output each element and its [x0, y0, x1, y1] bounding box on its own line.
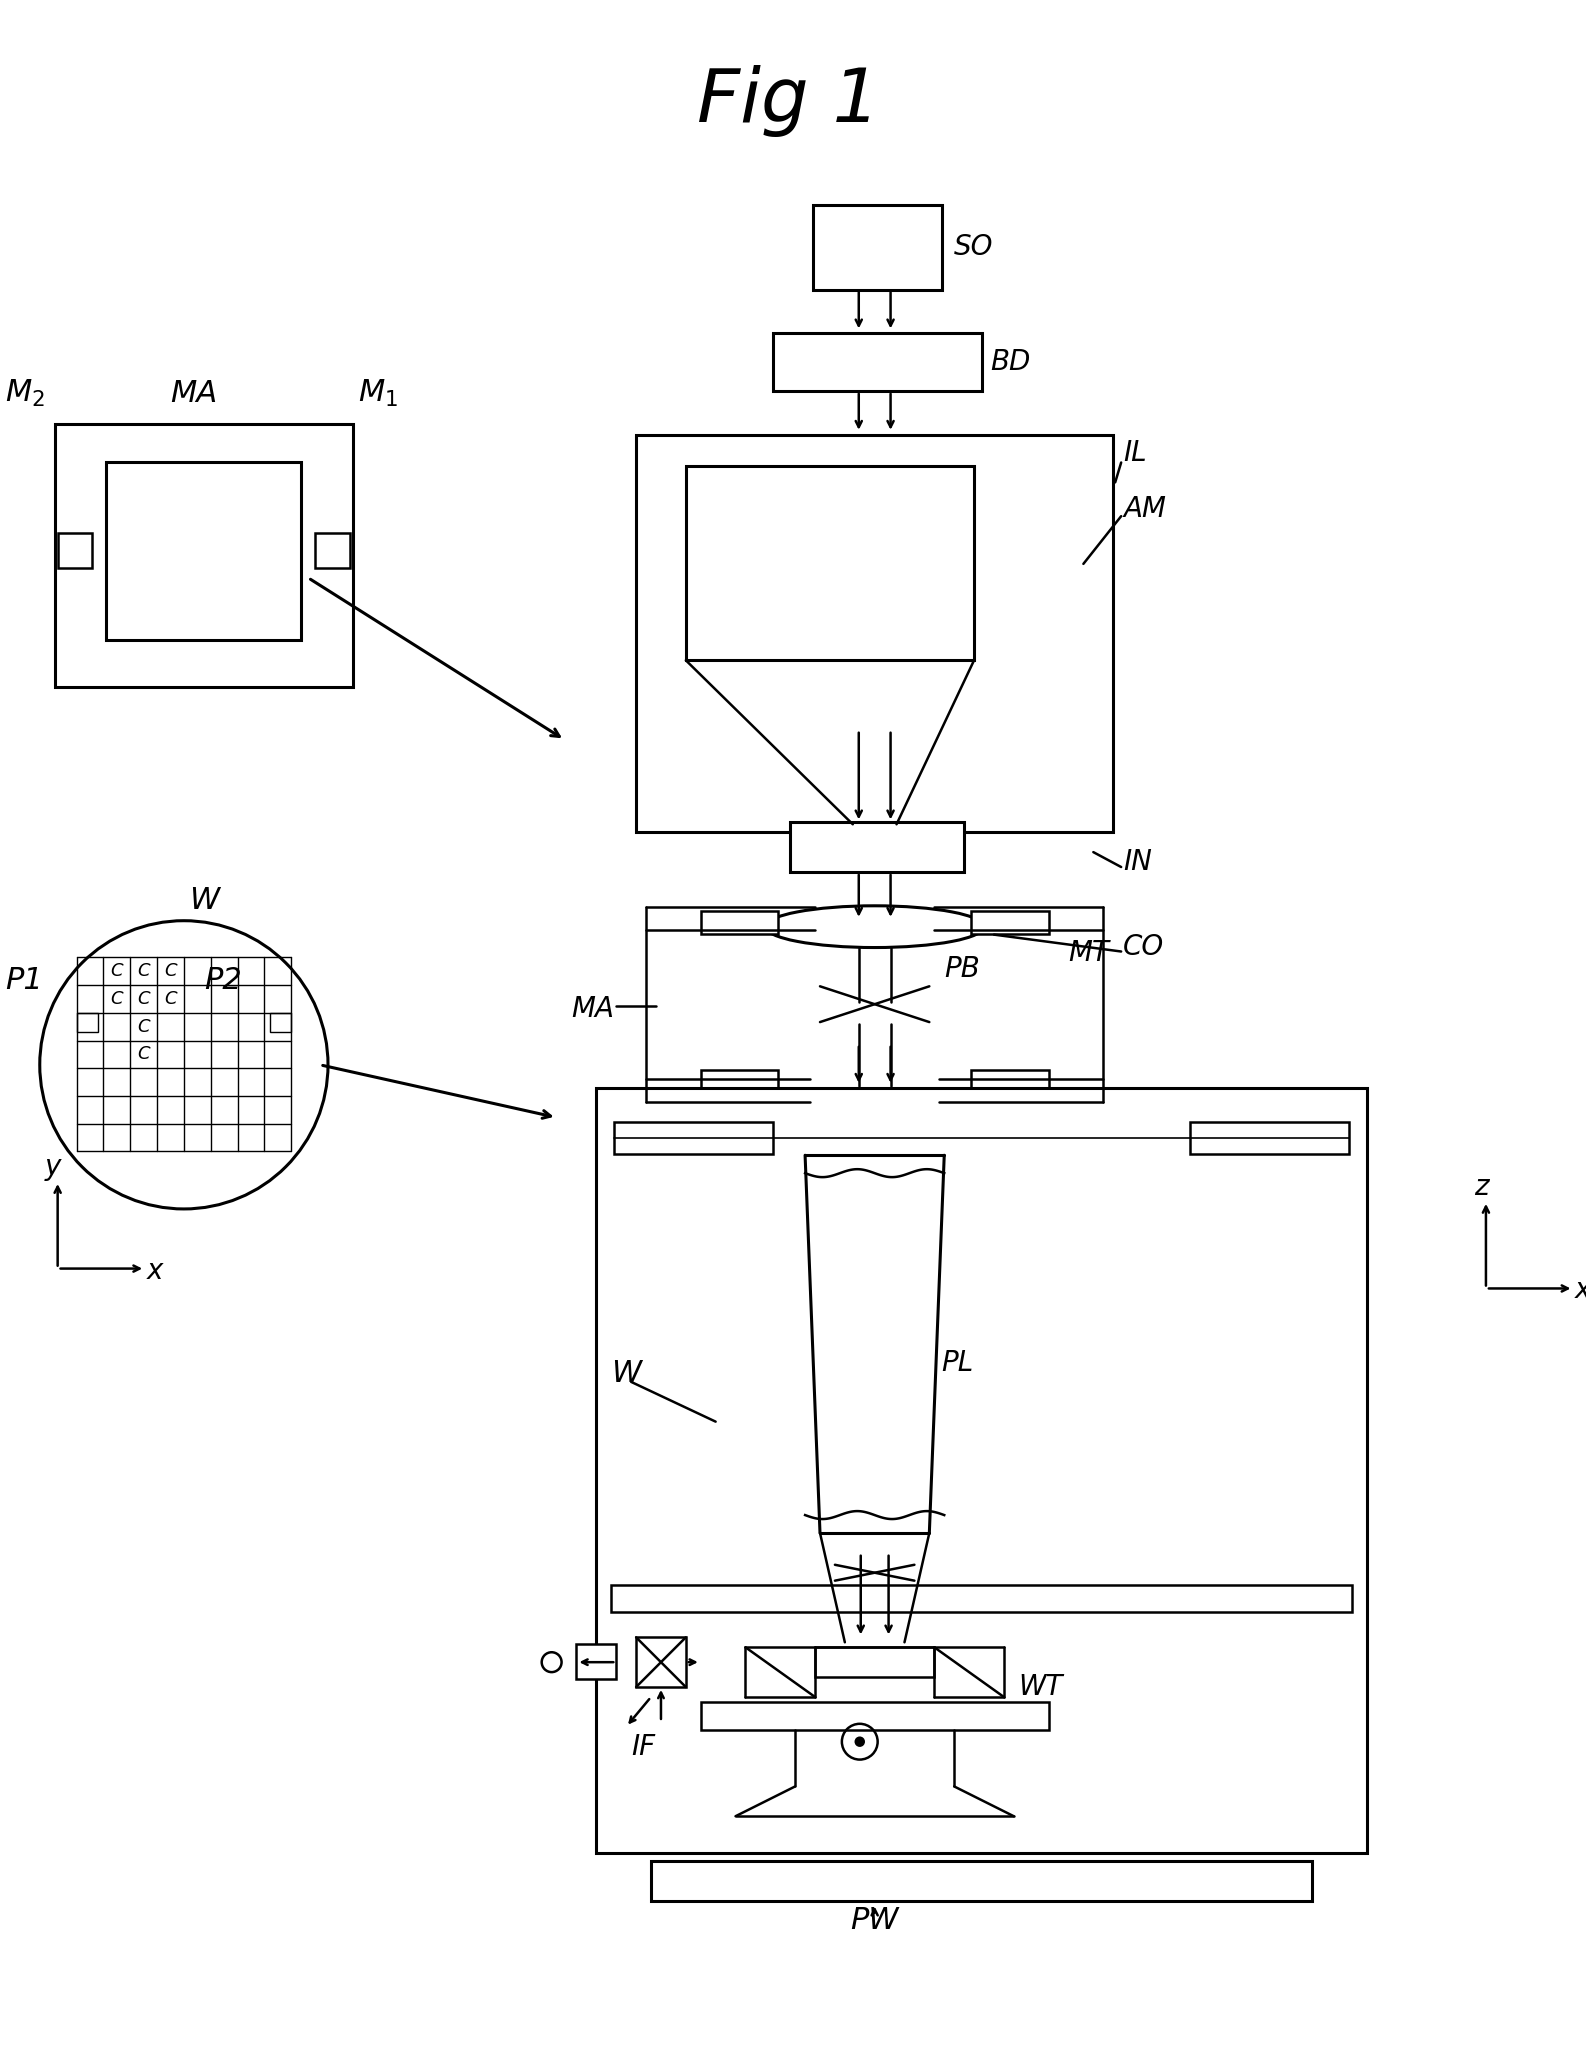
Text: MA: MA [170, 379, 217, 408]
Bar [596, 1087, 1367, 1854]
Text: x: x [1575, 1276, 1586, 1305]
Text: C: C [138, 963, 151, 980]
Text: BD: BD [990, 348, 1031, 377]
Text: C: C [111, 990, 124, 1009]
Text: C: C [138, 990, 151, 1009]
Text: W: W [611, 1359, 641, 1388]
Text: PW: PW [850, 1905, 899, 1934]
Bar [614, 1122, 774, 1154]
Text: P1: P1 [5, 965, 43, 994]
Text: MT: MT [1069, 938, 1110, 967]
Text: IN: IN [1123, 847, 1151, 876]
Bar [685, 466, 974, 661]
Text: SO: SO [955, 234, 994, 261]
Text: $M_2$: $M_2$ [5, 379, 44, 410]
Text: W: W [189, 886, 219, 915]
Text: C: C [163, 990, 176, 1009]
Bar [611, 1584, 1351, 1613]
Bar [971, 1071, 1048, 1093]
Text: x: x [147, 1257, 163, 1284]
Text: MA: MA [571, 996, 614, 1023]
Bar [576, 1644, 617, 1680]
Text: IL: IL [1123, 439, 1147, 466]
Bar [1190, 1122, 1348, 1154]
Text: C: C [163, 963, 176, 980]
Bar [650, 1862, 1312, 1901]
Bar [316, 532, 351, 567]
Bar [270, 1013, 292, 1031]
Bar [636, 1638, 685, 1688]
Text: WT: WT [1018, 1673, 1063, 1700]
Bar [790, 822, 964, 872]
Text: y: y [44, 1154, 60, 1180]
Text: z: z [1473, 1172, 1488, 1201]
Text: IF: IF [631, 1733, 655, 1760]
Bar [106, 462, 301, 640]
Text: C: C [111, 963, 124, 980]
Text: $M_1$: $M_1$ [358, 379, 398, 410]
Text: CO: CO [1123, 932, 1164, 961]
Bar [701, 1071, 779, 1093]
Text: C: C [138, 1017, 151, 1036]
Bar [814, 205, 942, 290]
Bar [54, 425, 352, 688]
Bar [76, 1013, 98, 1031]
Bar [774, 333, 982, 391]
Bar [57, 532, 92, 567]
Bar [701, 1702, 1048, 1729]
Bar [636, 435, 1113, 833]
Text: PB: PB [944, 955, 980, 984]
Bar [815, 1646, 934, 1678]
Circle shape [856, 1738, 864, 1746]
Text: P2: P2 [203, 965, 241, 994]
Bar [701, 911, 779, 934]
Text: AM: AM [1123, 495, 1166, 524]
Text: Fig 1: Fig 1 [696, 64, 880, 137]
Text: C: C [138, 1046, 151, 1062]
Text: PL: PL [940, 1348, 974, 1377]
Bar [971, 911, 1048, 934]
